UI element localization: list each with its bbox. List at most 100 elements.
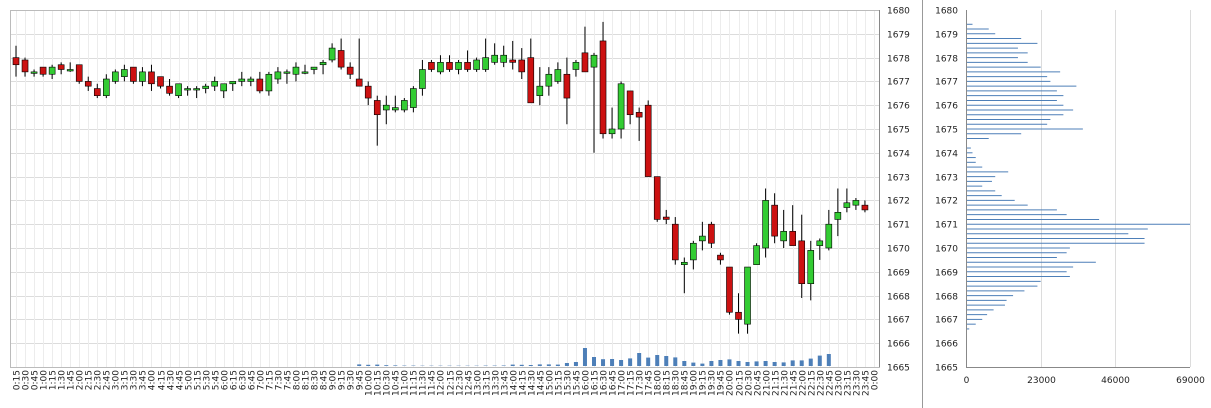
price-tick-label: 1675	[887, 126, 910, 136]
candle-body	[256, 78, 264, 92]
time-tick-label: 13:30	[492, 370, 502, 396]
time-tick-label: 23:15	[844, 370, 854, 396]
time-tick-label: 19:45	[717, 370, 727, 396]
candlestick-series	[12, 21, 869, 334]
candle-body	[75, 64, 83, 82]
candle-body	[148, 71, 155, 85]
candle-body	[599, 40, 607, 135]
candle-body	[283, 71, 291, 74]
candle-body	[789, 231, 796, 246]
candle-body	[166, 85, 173, 94]
time-tick-label: 12:00	[437, 370, 447, 396]
time-tick-label: 22:00	[799, 370, 809, 396]
profile-price-tick-label: 1677	[935, 78, 958, 88]
time-tick-label: 5:45	[212, 370, 222, 390]
candle-body	[410, 88, 417, 108]
time-tick-label: 17:00	[618, 370, 628, 396]
profile-price-tick-label: 1680	[935, 7, 958, 17]
volume-bar	[817, 355, 822, 366]
time-tick-label: 10:15	[374, 370, 384, 396]
time-tick-label: 2:30	[94, 370, 104, 390]
volume-bar	[826, 354, 831, 366]
price-tick-label: 1669	[887, 269, 910, 279]
profile-x-tick-label: 46000	[1101, 376, 1130, 386]
candle-body	[48, 66, 56, 75]
volume-bar	[555, 364, 560, 366]
profile-price-tick-label: 1675	[935, 126, 958, 136]
time-tick-label: 19:00	[690, 370, 700, 396]
candle-body	[816, 240, 824, 246]
time-tick-label: 23:30	[853, 370, 863, 396]
time-tick-label: 4:30	[167, 370, 177, 390]
candle-body	[103, 78, 110, 96]
time-tick-label: 13:15	[483, 370, 493, 396]
candle-body	[30, 71, 38, 74]
candle-body	[536, 85, 544, 96]
price-chart-gridlines	[10, 10, 879, 368]
price-tick-label: 1667	[887, 316, 910, 326]
volume-bar	[619, 360, 624, 366]
candle-body	[834, 212, 842, 220]
volume-profile-axes: 0 23000 46000 69000 1665 1666 1667 1668 1669 1670…	[935, 7, 1205, 387]
candle-body	[112, 71, 119, 82]
profile-price-tick-label: 1671	[935, 221, 958, 231]
candle-body	[184, 88, 191, 91]
time-tick-label: 11:45	[428, 370, 438, 396]
time-tick-label: 20:15	[736, 370, 746, 396]
time-tick-label: 15:00	[546, 370, 556, 396]
time-tick-label: 20:45	[754, 370, 764, 396]
volume-bar	[673, 357, 678, 366]
time-tick-label: 15:30	[564, 370, 574, 396]
candle-body	[139, 71, 146, 82]
time-tick-label: 13:45	[501, 370, 511, 396]
volume-bar	[700, 363, 705, 366]
candle-body	[193, 88, 200, 91]
candle-body	[545, 73, 553, 87]
time-tick-label: 0:30	[22, 370, 32, 390]
volume-bar	[772, 362, 777, 366]
candle-body	[247, 78, 255, 82]
time-tick-label: 11:30	[419, 370, 429, 396]
time-tick-label: 16:45	[609, 370, 619, 396]
candle-body	[328, 47, 336, 61]
price-tick-label: 1665	[887, 364, 910, 374]
time-tick-label: 22:30	[817, 370, 827, 396]
volume-bar	[510, 364, 515, 366]
candle-body	[681, 261, 688, 265]
candle-body	[229, 81, 237, 85]
time-tick-label: 1:45	[67, 370, 77, 390]
profile-price-tick-label: 1668	[935, 293, 958, 303]
volume-bar	[790, 360, 795, 366]
volume-bar	[682, 361, 687, 366]
candle-body	[175, 83, 182, 96]
time-tick-label: 9:30	[347, 370, 357, 390]
volume-bar	[745, 362, 750, 366]
time-tick-label: 4:00	[148, 370, 158, 390]
candle-body	[744, 266, 751, 325]
volume-bar	[664, 356, 669, 366]
time-tick-label: 4:45	[176, 370, 186, 390]
time-tick-label: 16:00	[582, 370, 592, 396]
time-tick-label: 0:00	[871, 370, 881, 390]
candle-body	[446, 62, 453, 70]
candle-body	[274, 71, 282, 80]
time-tick-label: 9:15	[338, 370, 348, 390]
time-tick-label: 12:15	[447, 370, 457, 396]
time-tick-label: 14:45	[537, 370, 547, 396]
time-tick-label: 9:00	[329, 370, 339, 390]
time-tick-label: 12:30	[456, 370, 466, 396]
candle-body	[861, 204, 869, 211]
price-tick-label: 1674	[887, 150, 910, 160]
candle-body	[373, 100, 381, 116]
time-tick-label: 10:45	[392, 370, 402, 396]
time-tick-label: 5:15	[194, 370, 204, 390]
price-tick-label: 1676	[887, 102, 910, 112]
candle-body	[202, 85, 209, 89]
candle-body	[473, 59, 480, 70]
candle-body	[518, 59, 526, 73]
profile-price-tick-label: 1679	[935, 31, 958, 41]
price-tick-label: 1672	[887, 197, 910, 207]
time-tick-label: 7:30	[275, 370, 285, 390]
profile-price-tick-label: 1674	[935, 150, 958, 160]
time-tick-label: 2:15	[85, 370, 95, 390]
